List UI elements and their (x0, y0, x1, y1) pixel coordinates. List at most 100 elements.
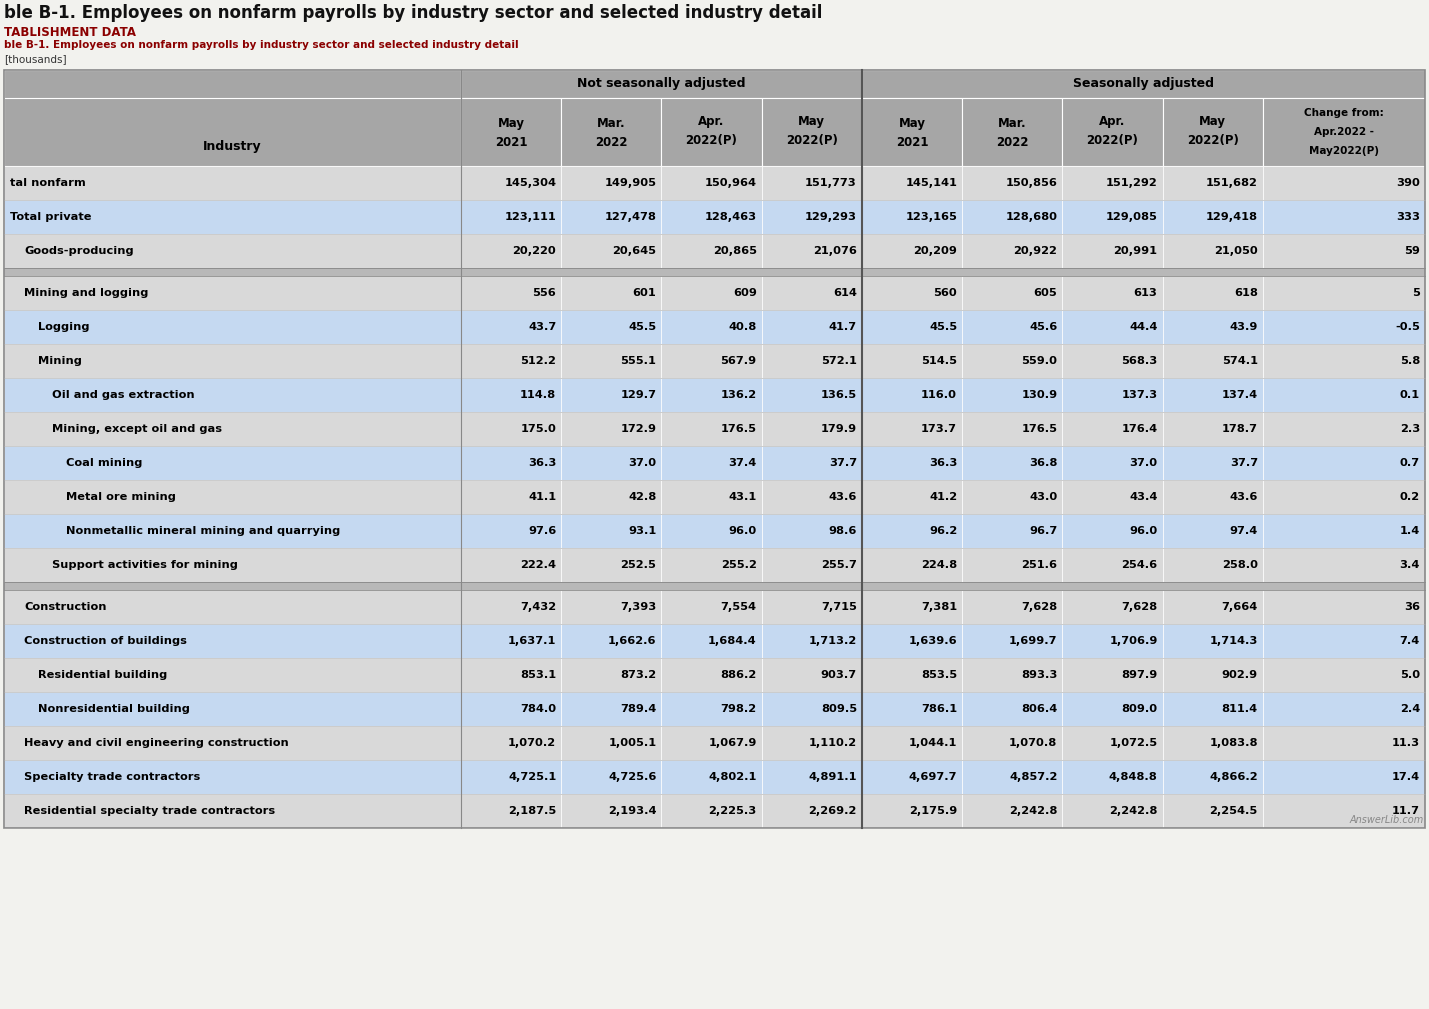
Bar (1062, 624, 1163, 658)
Bar (662, 726, 762, 760)
Bar (662, 200, 762, 234)
Bar (462, 200, 562, 234)
Bar (462, 378, 562, 412)
Text: Nonmetallic mineral mining and quarrying: Nonmetallic mineral mining and quarrying (66, 526, 340, 536)
Bar (762, 200, 862, 234)
Text: 20,865: 20,865 (713, 246, 757, 256)
Text: 36.8: 36.8 (1029, 458, 1057, 468)
Bar (962, 480, 1062, 514)
Bar (462, 794, 562, 828)
Bar (562, 658, 662, 692)
Bar (862, 166, 962, 200)
Bar (662, 514, 762, 548)
Bar (562, 310, 662, 344)
Text: 36.3: 36.3 (929, 458, 957, 468)
Text: 2.3: 2.3 (1400, 424, 1420, 434)
Text: 4,802.1: 4,802.1 (709, 772, 757, 782)
Bar (1163, 480, 1263, 514)
Bar (962, 276, 1062, 310)
Text: 809.5: 809.5 (820, 704, 857, 714)
Text: 2,254.5: 2,254.5 (1209, 806, 1258, 816)
Bar (1263, 378, 1425, 412)
Text: May: May (799, 115, 826, 128)
Bar (4, 726, 462, 760)
Bar (462, 234, 562, 268)
Text: 127,478: 127,478 (604, 212, 656, 222)
Text: 252.5: 252.5 (620, 560, 656, 570)
Bar (862, 446, 962, 480)
Text: 93.1: 93.1 (629, 526, 656, 536)
Bar (1062, 548, 1163, 582)
Bar (1163, 446, 1263, 480)
Bar (4, 446, 462, 480)
Text: 97.4: 97.4 (1229, 526, 1258, 536)
Text: 1,067.9: 1,067.9 (709, 738, 757, 748)
Text: 1,070.8: 1,070.8 (1009, 738, 1057, 748)
Text: 902.9: 902.9 (1222, 670, 1258, 680)
Text: tal nonfarm: tal nonfarm (10, 178, 86, 188)
Text: 176.4: 176.4 (1122, 424, 1157, 434)
Text: 2,242.8: 2,242.8 (1009, 806, 1057, 816)
Bar (962, 658, 1062, 692)
Text: 129,418: 129,418 (1206, 212, 1258, 222)
Bar (662, 446, 762, 480)
Text: 2022(P): 2022(P) (1187, 133, 1239, 146)
Text: 1,110.2: 1,110.2 (809, 738, 857, 748)
Bar (862, 98, 962, 166)
Text: 560: 560 (933, 288, 957, 298)
Bar (962, 794, 1062, 828)
Text: 20,209: 20,209 (913, 246, 957, 256)
Text: 873.2: 873.2 (620, 670, 656, 680)
Text: 4,891.1: 4,891.1 (809, 772, 857, 782)
Text: Apr.: Apr. (1099, 115, 1126, 128)
Text: ble B-1. Employees on nonfarm payrolls by industry sector and selected industry : ble B-1. Employees on nonfarm payrolls b… (4, 4, 822, 22)
Text: 798.2: 798.2 (720, 704, 757, 714)
Text: 567.9: 567.9 (720, 356, 757, 366)
Bar (962, 760, 1062, 794)
Text: Residential specialty trade contractors: Residential specialty trade contractors (24, 806, 276, 816)
Text: 3.4: 3.4 (1399, 560, 1420, 570)
Text: Construction of buildings: Construction of buildings (24, 636, 187, 646)
Text: Construction: Construction (24, 602, 107, 612)
Text: 5.0: 5.0 (1400, 670, 1420, 680)
Bar (962, 344, 1062, 378)
Text: 20,991: 20,991 (1113, 246, 1157, 256)
Bar (1263, 548, 1425, 582)
Text: 43.6: 43.6 (1229, 492, 1258, 502)
Bar (462, 658, 562, 692)
Text: 559.0: 559.0 (1022, 356, 1057, 366)
Bar (462, 70, 862, 98)
Bar (1163, 658, 1263, 692)
Bar (1062, 412, 1163, 446)
Bar (962, 590, 1062, 624)
Text: ble B-1. Employees on nonfarm payrolls by industry sector and selected industry : ble B-1. Employees on nonfarm payrolls b… (4, 40, 519, 50)
Text: 809.0: 809.0 (1122, 704, 1157, 714)
Bar (962, 446, 1062, 480)
Text: 2,187.5: 2,187.5 (507, 806, 556, 816)
Text: 96.7: 96.7 (1029, 526, 1057, 536)
Bar (762, 658, 862, 692)
Text: 4,697.7: 4,697.7 (909, 772, 957, 782)
Text: 5.8: 5.8 (1400, 356, 1420, 366)
Text: 7,628: 7,628 (1022, 602, 1057, 612)
Text: 2022: 2022 (594, 135, 627, 148)
Text: Seasonally adjusted: Seasonally adjusted (1073, 78, 1215, 91)
Text: 150,856: 150,856 (1006, 178, 1057, 188)
Bar (562, 726, 662, 760)
Text: 37.4: 37.4 (729, 458, 757, 468)
Text: 45.5: 45.5 (629, 322, 656, 332)
Bar (762, 794, 862, 828)
Bar (1163, 760, 1263, 794)
Bar (762, 310, 862, 344)
Text: 1,714.3: 1,714.3 (1209, 636, 1258, 646)
Text: 4,866.2: 4,866.2 (1209, 772, 1258, 782)
Bar (662, 166, 762, 200)
Bar (962, 514, 1062, 548)
Bar (862, 378, 962, 412)
Bar (862, 276, 962, 310)
Bar (1062, 276, 1163, 310)
Text: 1.4: 1.4 (1400, 526, 1420, 536)
Text: 224.8: 224.8 (922, 560, 957, 570)
Text: 254.6: 254.6 (1122, 560, 1157, 570)
Text: 1,070.2: 1,070.2 (509, 738, 556, 748)
